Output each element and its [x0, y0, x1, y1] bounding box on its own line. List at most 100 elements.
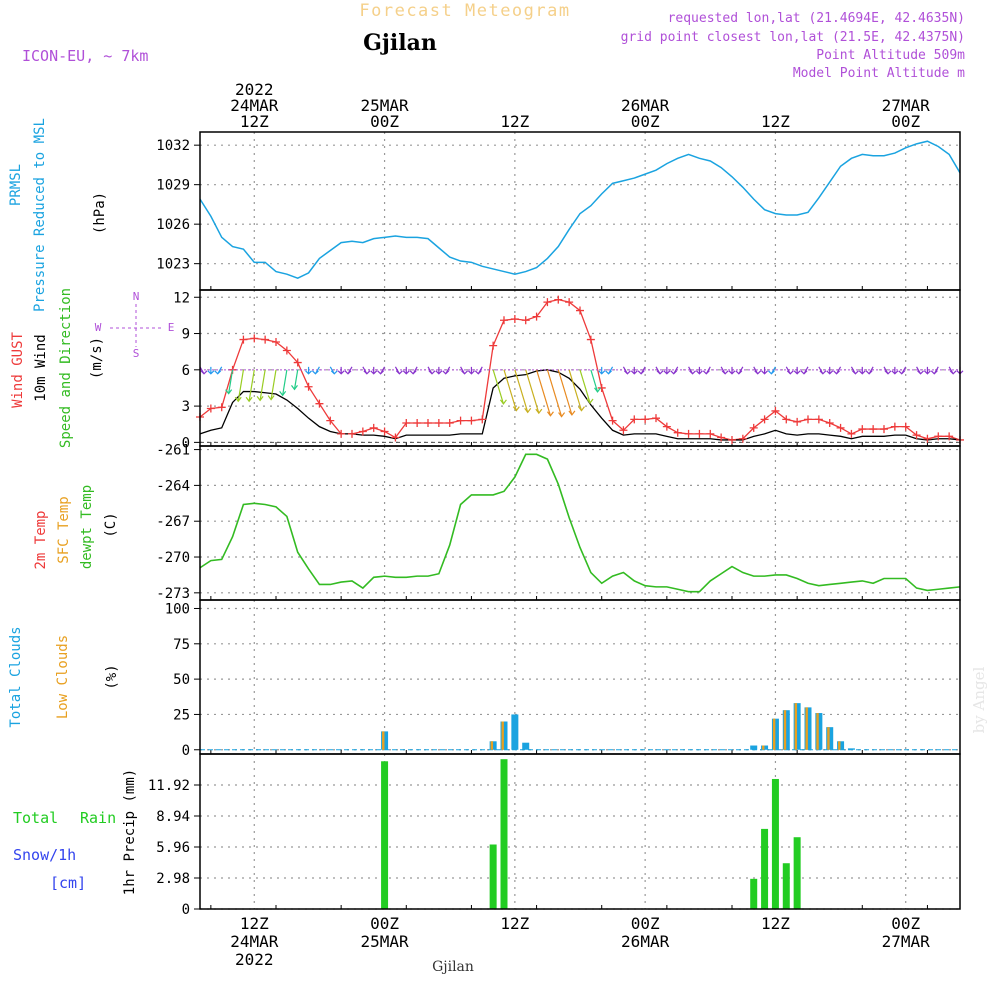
bottom-time-label: 00Z: [891, 914, 920, 933]
wind-direction-arrow: [891, 366, 899, 375]
gust-marker: [293, 358, 302, 367]
wind-direction-arrowhead: [578, 406, 585, 412]
low-cloud-bar: [762, 745, 765, 750]
wind-direction-arrowhead: [512, 406, 520, 412]
gust-marker: [413, 419, 422, 428]
gust-marker: [250, 334, 259, 343]
bottom-time-label: 00Z: [370, 914, 399, 933]
wind-direction-arrowhead: [234, 396, 242, 403]
compass-n-label: N: [133, 290, 140, 303]
top-time-label: 12Z: [500, 112, 529, 131]
wind-direction-arrowhead: [291, 385, 298, 391]
gust-marker: [847, 429, 856, 438]
wind-direction-arrow: [362, 366, 371, 375]
dewpt-label: dewpt Temp: [79, 485, 95, 569]
wind-direction-arrow: [622, 366, 631, 375]
precipitation-panel-frame: [199, 753, 961, 910]
product-title: Forecast Meteogram: [359, 1, 570, 21]
gust-marker: [358, 427, 367, 436]
wind-direction-arrowhead: [535, 408, 543, 415]
wind-direction-arrow: [930, 366, 939, 375]
total-cloud-bar: [826, 727, 834, 750]
wind-direction-arrowhead: [267, 395, 275, 401]
top-time-label: 24MAR: [230, 96, 279, 115]
top-time-label: 2022: [235, 80, 274, 99]
wind-direction-arrow: [525, 369, 540, 414]
wind-direction-arrow: [370, 366, 378, 375]
gust-marker: [217, 403, 226, 412]
wind-direction-arrowhead: [279, 390, 287, 397]
gust-marker: [912, 431, 921, 440]
wind-direction-arrow: [630, 366, 638, 375]
pressure-unit-label: (hPa): [92, 192, 108, 234]
wind-direction-arrow: [688, 366, 696, 375]
wind-unit-label: (m/s): [89, 337, 105, 379]
low-cloud-bar: [501, 721, 504, 750]
total-cloud-bar: [500, 721, 508, 750]
gust-marker: [814, 415, 823, 424]
rain-bar: [381, 761, 389, 909]
wind-direction-arrowhead: [568, 410, 576, 416]
bottom-time-label: 26MAR: [621, 932, 670, 951]
gust-marker: [337, 429, 346, 438]
total-cloud-bar: [837, 741, 845, 750]
gust-marker: [738, 434, 747, 443]
wind-direction-arrowhead: [558, 412, 566, 418]
compass-e-label: E: [168, 321, 175, 334]
top-time-label: 26MAR: [621, 96, 670, 115]
bottom-time-label: 25MAR: [360, 932, 409, 951]
gust-marker: [315, 399, 324, 408]
wind-direction-arrow: [409, 366, 418, 375]
total-cloud-bar: [771, 718, 779, 750]
gust-marker: [717, 433, 726, 442]
wind-direction-arrow: [702, 366, 711, 375]
wind-direction-arrow: [850, 366, 859, 375]
gust-marker: [771, 406, 780, 415]
gust-marker: [641, 415, 650, 424]
wind-direction-arrow: [735, 366, 744, 375]
gust-marker: [239, 335, 248, 344]
wind-direction-arrow: [214, 366, 223, 375]
low-cloud-bar: [816, 713, 819, 750]
wind-direction-arrow: [924, 366, 931, 375]
gust-marker: [673, 428, 682, 437]
top-time-label: 12Z: [761, 112, 790, 131]
gust-marker: [543, 298, 552, 307]
wind-direction-arrow: [435, 366, 443, 375]
gust-marker: [272, 338, 280, 346]
gust-marker: [565, 298, 574, 307]
wind-direction-arrow: [761, 366, 768, 375]
gust-marker: [478, 415, 487, 424]
rain-label-rain: Rain: [80, 809, 116, 827]
gust-marker: [206, 404, 215, 413]
rain-bar: [489, 844, 497, 909]
wind-direction-arrow: [898, 366, 907, 375]
wind-direction-arrow: [557, 369, 573, 416]
gust-marker: [261, 335, 270, 344]
wind-direction-arrow: [427, 366, 436, 375]
model-label: ICON-EU, ~ 7km: [22, 47, 148, 65]
bottom-time-label: 12Z: [500, 914, 529, 933]
temp-unit-label: (C): [103, 512, 119, 537]
wind-direction-arrow: [207, 366, 215, 375]
wind-direction-arrowhead: [225, 389, 233, 395]
gust-marker: [662, 422, 671, 431]
wind-direction-arrow: [546, 369, 563, 417]
temperature-ytick-label: -273: [156, 586, 190, 602]
total-cloud-bar: [804, 707, 812, 750]
total-cloud-bar: [522, 742, 530, 750]
top-time-label: 27MAR: [882, 96, 931, 115]
precip-unit-label: 1hr Precip (mm): [122, 769, 138, 895]
rain-bar: [500, 759, 508, 909]
total-cloud-bar: [847, 748, 855, 750]
gust-marker: [391, 433, 400, 442]
gust-marker: [630, 415, 639, 424]
gust-marker: [608, 416, 617, 425]
total-cloud-bar: [782, 710, 790, 750]
wind-direction-arrow: [865, 366, 874, 375]
total-clouds-label: Total Clouds: [8, 626, 24, 727]
wind-direction-arrow: [503, 369, 517, 411]
wind-speed-dir-label: Speed and Direction: [58, 288, 74, 448]
wind-direction-arrow: [377, 366, 386, 375]
wind-direction-arrow: [248, 369, 255, 402]
